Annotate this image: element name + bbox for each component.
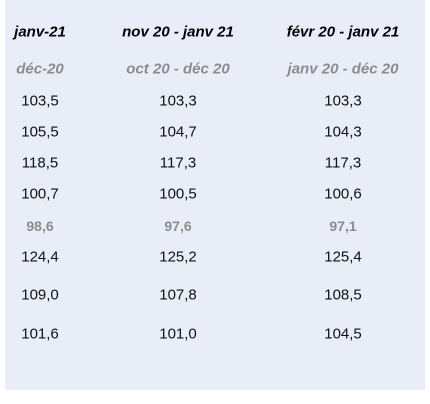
table-cell: 117,3 (159, 154, 197, 172)
column-header: nov 20 - janv 21 (122, 23, 234, 41)
table-cell: 104,3 (324, 123, 362, 141)
table-cell: 109,0 (21, 286, 59, 304)
table-cell: 100,5 (159, 185, 197, 203)
column-header: janv-21 (14, 23, 66, 41)
table-cell: 104,5 (324, 325, 362, 343)
column-subheader: déc-20 (16, 60, 64, 78)
table-cell: 125,2 (159, 248, 197, 266)
table-cell: 108,5 (324, 286, 362, 304)
table-cell: 97,6 (164, 218, 192, 234)
table-cell: 124,4 (21, 248, 59, 266)
table-cell: 107,8 (159, 286, 197, 304)
table-cell: 118,5 (21, 154, 59, 172)
table-cell: 100,6 (324, 185, 362, 203)
table-cell: 117,3 (324, 154, 362, 172)
table-cell: 98,6 (26, 218, 54, 234)
table-cell: 97,1 (329, 218, 357, 234)
column-subheader: oct 20 - déc 20 (126, 60, 230, 78)
column-header: févr 20 - janv 21 (286, 23, 400, 41)
table-cell: 103,5 (21, 92, 59, 110)
table-cell: 103,3 (324, 92, 362, 110)
table-background (5, 0, 425, 390)
column-subheader: janv 20 - déc 20 (287, 60, 399, 78)
table-cell: 104,7 (159, 123, 197, 141)
table-cell: 103,3 (159, 92, 197, 110)
table-cell: 125,4 (324, 248, 362, 266)
table-cell: 101,6 (21, 325, 59, 343)
table-cell: 105,5 (21, 123, 59, 141)
table-cell: 101,0 (159, 325, 197, 343)
table-cell: 100,7 (21, 185, 59, 203)
